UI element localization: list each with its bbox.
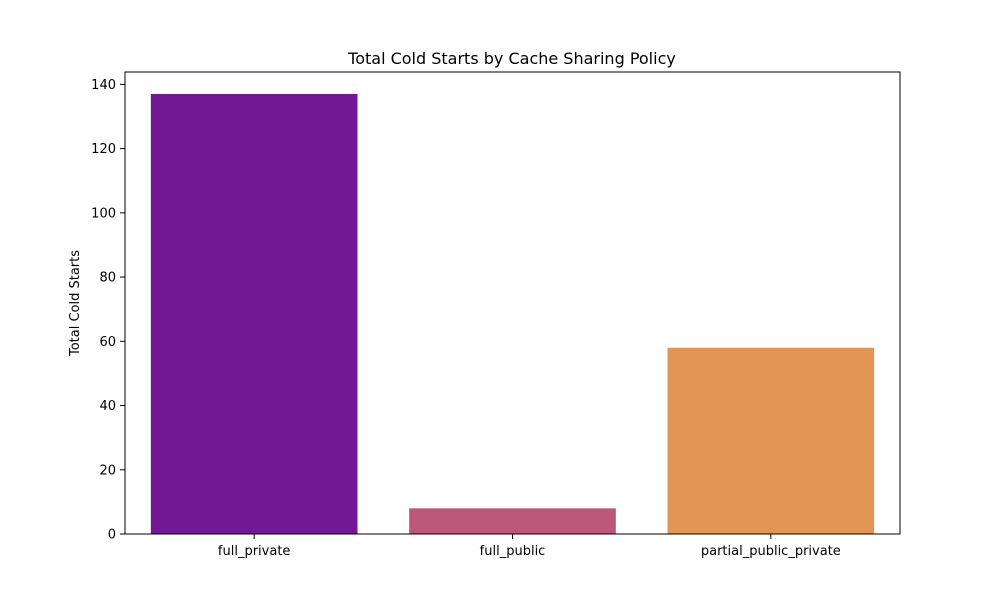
y-tick-label: 60 xyxy=(99,335,116,350)
y-tick-label: 20 xyxy=(99,463,116,478)
bar-full-private xyxy=(150,94,358,534)
bar-full-public xyxy=(409,508,616,534)
x-tick-label: partial_public_private xyxy=(701,544,841,559)
bar-partial-public-private xyxy=(667,347,875,534)
y-tick-label: 140 xyxy=(91,78,116,93)
bars-group xyxy=(150,94,875,534)
y-tick-label: 80 xyxy=(99,271,116,286)
y-tick-label: 100 xyxy=(91,206,116,221)
plot-area-frame xyxy=(124,71,901,535)
y-axis-ticks: 0 20 40 60 80 100 120 140 xyxy=(91,78,125,543)
x-tick-label: full_public xyxy=(480,544,546,559)
x-tick-label: full_private xyxy=(218,544,291,559)
y-tick-label: 120 xyxy=(91,142,116,157)
y-tick-label: 40 xyxy=(99,399,116,414)
y-tick-label: 0 xyxy=(108,528,116,543)
chart-title: Total Cold Starts by Cache Sharing Polic… xyxy=(347,49,676,68)
x-axis-ticks: full_private full_public partial_public_pr… xyxy=(218,534,841,559)
y-axis-label: Total Cold Starts xyxy=(68,250,83,357)
